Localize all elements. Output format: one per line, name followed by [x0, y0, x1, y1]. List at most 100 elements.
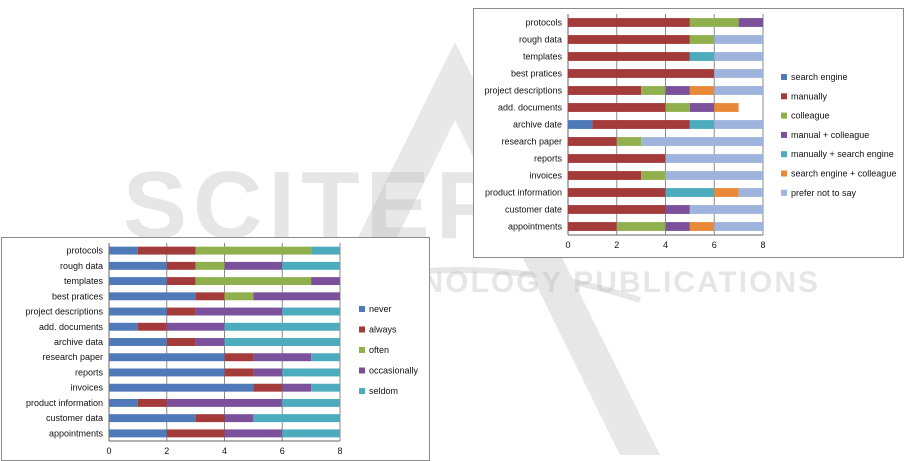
- bar-segment: [714, 222, 763, 231]
- bar-segment: [738, 188, 763, 197]
- bar-segment: [166, 429, 225, 438]
- bar-segment: [311, 383, 340, 392]
- bar-segment: [568, 137, 617, 146]
- bar-segment: [665, 103, 690, 112]
- bar-segment: [195, 292, 225, 301]
- bar-segment: [568, 69, 715, 78]
- bar-segment: [689, 52, 715, 61]
- bar-segment: [109, 322, 138, 331]
- category-label: archive data: [54, 337, 103, 347]
- bar-segment: [282, 368, 340, 377]
- x-tick-label: 4: [222, 446, 227, 456]
- bar-segment: [568, 86, 642, 95]
- bar-segment: [166, 398, 283, 407]
- bar-segment: [224, 261, 283, 270]
- bar-segment: [568, 171, 642, 180]
- bar-segment: [311, 353, 340, 362]
- category-label: invoices: [70, 383, 103, 393]
- bar-segment: [689, 120, 715, 129]
- category-label: rough data: [60, 261, 103, 271]
- bar-segment: [665, 171, 763, 180]
- bar-segment: [714, 86, 763, 95]
- bar-segment: [195, 307, 283, 316]
- bar-segment: [224, 338, 340, 346]
- legend-swatch: [781, 131, 787, 138]
- bar-segment: [689, 86, 715, 95]
- category-label: add. documents: [498, 103, 563, 113]
- bar-segment: [137, 398, 167, 407]
- bar-segment: [137, 246, 196, 255]
- bar-segment: [109, 353, 225, 362]
- bar-segment: [665, 86, 690, 95]
- category-label: appointments: [508, 222, 563, 232]
- legend-label: manually + search engine: [791, 149, 894, 159]
- category-label: best pratices: [511, 69, 563, 79]
- legend-swatch: [781, 93, 787, 100]
- bar-segment: [641, 86, 666, 95]
- bar-segment: [282, 261, 340, 270]
- bar-segment: [568, 120, 593, 129]
- bar-segment: [568, 222, 617, 231]
- bar-segment: [109, 338, 167, 346]
- legend-swatch: [359, 306, 365, 312]
- category-label: appointments: [49, 428, 104, 438]
- x-tick-label: 2: [164, 446, 169, 456]
- legend-swatch: [359, 388, 365, 394]
- bar-segment: [253, 353, 312, 362]
- bar-segment: [689, 222, 715, 231]
- bar-segment: [689, 35, 715, 44]
- bar-segment: [282, 383, 312, 392]
- category-label: reports: [75, 367, 104, 377]
- bar-segment: [109, 292, 196, 301]
- category-label: reports: [534, 154, 563, 164]
- category-label: product information: [485, 188, 562, 198]
- bar-segment: [714, 188, 739, 197]
- bar-segment: [568, 154, 666, 163]
- bar-segment: [282, 307, 340, 316]
- bar-segment: [641, 171, 666, 180]
- bar-segment: [714, 120, 763, 129]
- bar-segment: [641, 137, 763, 146]
- bar-segment: [195, 246, 312, 255]
- legend-label: colleague: [791, 111, 830, 121]
- legend-swatch: [781, 151, 787, 158]
- chart-frequency-plot: 0 2 4 6 8 protocols rough data templates best pr…: [25, 243, 419, 456]
- bar-segment: [109, 277, 167, 286]
- legend-label: always: [369, 325, 397, 335]
- bar-segment: [109, 261, 167, 270]
- category-label: product information: [26, 398, 103, 408]
- bar-segment: [311, 246, 340, 255]
- bar-segment: [195, 277, 312, 286]
- bar-segment: [195, 414, 225, 423]
- bar-segment: [109, 368, 225, 377]
- bar-segment: [689, 18, 739, 27]
- bar-segment: [195, 261, 225, 270]
- bar-segment: [665, 154, 763, 163]
- bar-segment: [616, 137, 642, 146]
- bar-segment: [689, 103, 715, 112]
- bar-segment: [109, 398, 138, 407]
- bar-segment: [109, 246, 138, 255]
- legend-label: occasionally: [369, 366, 419, 376]
- category-label: templates: [523, 52, 563, 62]
- legend-label: manually: [791, 91, 828, 101]
- bar-segment: [166, 307, 196, 316]
- x-tick-label: 0: [106, 446, 111, 456]
- bar-segment: [253, 414, 340, 423]
- bar-segment: [311, 277, 340, 286]
- category-label: protocols: [525, 18, 562, 28]
- legend-label: search engine: [791, 72, 848, 82]
- bar-segment: [282, 429, 340, 438]
- bar-segment: [137, 322, 167, 331]
- bar-segment: [253, 292, 340, 301]
- legend-swatch: [781, 189, 787, 196]
- bar-segment: [714, 103, 739, 112]
- bar-segment: [195, 338, 225, 346]
- legend-label: search engine + colleague: [791, 169, 896, 179]
- legend-label: prefer not to say: [791, 188, 857, 198]
- bar-segment: [224, 322, 340, 331]
- legend-label: manual + colleague: [791, 130, 869, 140]
- chart-retrieval-method-plot: 0 2 4 6 8 protocols rough data templates best pr…: [484, 14, 896, 250]
- category-label: research paper: [501, 137, 562, 147]
- legend-swatch: [359, 326, 365, 333]
